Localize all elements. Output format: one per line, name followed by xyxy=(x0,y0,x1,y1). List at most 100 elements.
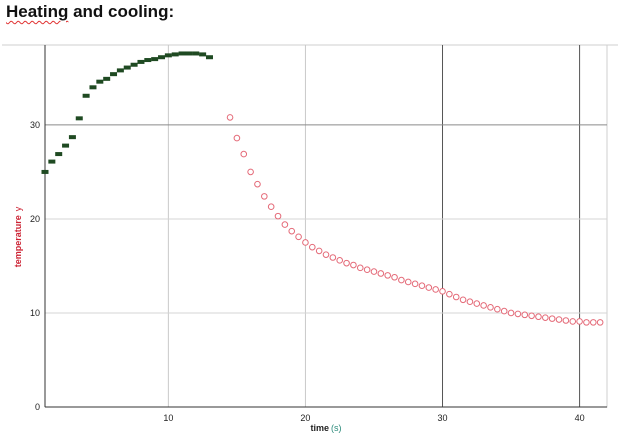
x-tick-label: 40 xyxy=(575,413,585,423)
y-axis-suffix: y xyxy=(13,206,23,211)
data-series xyxy=(41,51,604,326)
y-tick-label: 30 xyxy=(30,120,40,130)
cooling-point xyxy=(535,313,542,321)
cooling-point xyxy=(466,298,474,305)
cooling-point xyxy=(288,227,296,235)
document-heading: Heating and cooling: xyxy=(6,2,174,22)
cooling-point xyxy=(274,212,282,220)
cooling-point xyxy=(576,318,583,325)
x-axis-title: time (s) xyxy=(310,423,341,433)
cooling-point xyxy=(439,288,446,295)
cooling-point xyxy=(473,300,481,307)
heating-point xyxy=(164,53,172,58)
cooling-point xyxy=(329,254,337,261)
cooling-point xyxy=(343,259,350,267)
cooling-point xyxy=(254,180,261,188)
heating-point xyxy=(130,62,138,67)
heating-point xyxy=(123,65,131,70)
cooling-point xyxy=(233,134,241,142)
axes xyxy=(44,45,607,408)
cooling-point xyxy=(384,272,391,279)
heating-point xyxy=(205,55,213,60)
heating-point xyxy=(41,169,49,174)
x-axis-unit: (s) xyxy=(331,423,342,433)
heading-rest: and cooling: xyxy=(68,2,175,21)
cooling-point xyxy=(425,284,433,291)
cooling-point xyxy=(494,305,501,313)
cooling-point xyxy=(404,278,412,286)
cooling-point xyxy=(240,150,248,158)
heating-point xyxy=(62,143,70,148)
cooling-point xyxy=(398,276,405,284)
cooling-point xyxy=(315,247,323,255)
cooling-point xyxy=(411,280,419,288)
x-axis-label: time xyxy=(310,423,329,433)
heating-point xyxy=(110,72,118,77)
heating-point xyxy=(151,57,159,62)
cooling-point xyxy=(308,243,316,251)
heating-point xyxy=(185,51,193,56)
cooling-point xyxy=(302,239,309,246)
y-tick-label: 10 xyxy=(30,308,40,318)
cooling-point xyxy=(261,193,268,200)
heading-word-heating: Heating xyxy=(6,2,69,21)
heating-point xyxy=(103,76,111,81)
cooling-point xyxy=(500,307,508,315)
cooling-point xyxy=(452,293,460,301)
heating-point xyxy=(137,59,145,64)
cooling-point xyxy=(480,302,487,309)
y-axis-title: temperature y xyxy=(13,206,23,267)
heating-point xyxy=(199,52,207,57)
heating-point xyxy=(158,55,166,60)
cooling-point xyxy=(247,168,254,176)
y-tick-label: 0 xyxy=(35,402,40,412)
heating-point xyxy=(55,152,63,157)
cooling-point xyxy=(432,286,439,293)
cooling-point xyxy=(528,312,535,320)
x-tick-label: 20 xyxy=(300,413,310,423)
cooling-point xyxy=(322,251,330,258)
cooling-point xyxy=(336,257,344,264)
cooling-point xyxy=(514,310,522,318)
heating-point xyxy=(96,79,104,84)
heating-point xyxy=(144,58,152,63)
cooling-point xyxy=(521,311,529,319)
plot-frame xyxy=(44,44,608,408)
grid-lines xyxy=(45,45,607,407)
cooling-point xyxy=(377,270,385,277)
cooling-point xyxy=(562,317,570,324)
cooling-point xyxy=(418,282,426,290)
cooling-point xyxy=(391,273,398,281)
cooling-point xyxy=(267,203,275,211)
cooling-point xyxy=(596,319,604,326)
heating-point xyxy=(82,93,90,98)
heating-point xyxy=(171,52,179,57)
cooling-point xyxy=(459,296,467,304)
cooling-point xyxy=(226,114,234,121)
heating-point xyxy=(75,116,83,121)
x-tick-label: 30 xyxy=(438,413,448,423)
cooling-point xyxy=(569,318,577,325)
y-axis-label: temperature xyxy=(13,215,23,267)
cooling-point xyxy=(548,315,556,322)
y-tick-label: 20 xyxy=(30,214,40,224)
x-tick-label: 10 xyxy=(163,413,173,423)
tick-labels: 10 20 30 40 0 10 20 30 xyxy=(30,120,585,423)
cooling-point xyxy=(363,266,371,274)
cooling-point xyxy=(295,233,302,241)
cooling-point xyxy=(555,316,563,323)
cooling-point xyxy=(542,314,549,321)
cooling-point xyxy=(356,264,364,272)
cooling-point xyxy=(589,319,597,326)
cooling-point xyxy=(370,268,378,275)
cooling-point xyxy=(446,290,453,298)
heating-point xyxy=(48,159,56,164)
cooling-point xyxy=(350,261,357,269)
heating-point xyxy=(178,51,186,56)
cooling-point xyxy=(507,309,515,317)
cooling-point xyxy=(487,304,494,311)
cooling-point xyxy=(583,319,590,326)
heating-point xyxy=(192,51,200,56)
cooling-point xyxy=(281,221,289,228)
